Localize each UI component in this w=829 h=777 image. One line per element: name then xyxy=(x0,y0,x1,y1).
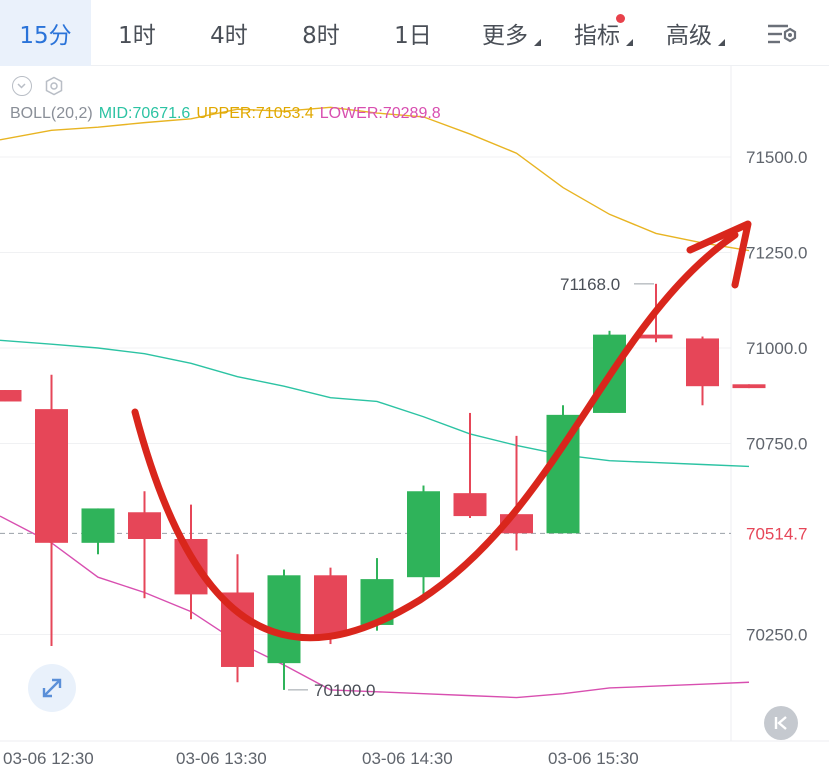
boll-upper-line xyxy=(0,106,750,252)
tab-more[interactable]: 更多 xyxy=(459,0,551,66)
candle-down xyxy=(128,512,161,539)
expand-icon[interactable] xyxy=(28,664,76,712)
boll-lower-line xyxy=(0,515,750,699)
candle-down xyxy=(314,575,347,637)
hexagon-settings-icon[interactable] xyxy=(44,76,64,96)
tab-label: 高级 xyxy=(666,23,712,49)
tab-1day[interactable]: 1日 xyxy=(367,0,459,66)
chart-area[interactable]: 71168.0 70100.0 71500.0 71250.0 71000.0 70750… xyxy=(0,66,829,777)
boll-upper: UPPER:71053.4 xyxy=(196,105,314,122)
tab-label: 1时 xyxy=(118,23,156,49)
candle-down xyxy=(732,384,766,389)
y-tick-label: 70750.0 xyxy=(746,435,807,454)
candle-down xyxy=(639,334,673,339)
tab-indicators[interactable]: 指标 xyxy=(551,0,643,66)
tab-1hour[interactable]: 1时 xyxy=(91,0,183,66)
candle-down xyxy=(453,493,487,517)
boll-indicator-legend: BOLL(20,2) MID:70671.6 UPPER:71053.4 LOWER:… xyxy=(10,105,447,123)
candle-up xyxy=(407,491,440,578)
tab-15min[interactable]: 15分 xyxy=(0,0,91,66)
caret-icon xyxy=(534,39,541,46)
timeframe-tabbar: 15分 1时 4时 8时 1日 更多 指标 高级 xyxy=(0,0,829,66)
candle-down xyxy=(686,338,719,387)
x-tick-label: 03-06 15:30 xyxy=(548,749,639,768)
candle-up xyxy=(81,508,115,543)
boll-mid-line xyxy=(0,339,750,468)
tab-4hour[interactable]: 4时 xyxy=(183,0,275,66)
y-tick-label: 71250.0 xyxy=(746,244,807,263)
chart-settings-icon[interactable] xyxy=(762,16,802,52)
candle-down xyxy=(0,390,22,402)
notification-dot xyxy=(616,14,625,23)
candle-up xyxy=(267,575,301,664)
caret-icon xyxy=(718,39,725,46)
collapse-left-icon[interactable] xyxy=(764,706,798,740)
tab-label: 4时 xyxy=(210,23,248,49)
candle-down xyxy=(35,409,68,543)
current-price-tag xyxy=(737,519,827,548)
x-tick-label: 03-06 12:30 xyxy=(3,749,94,768)
boll-name: BOLL(20,2) xyxy=(10,105,93,122)
annotation-arrow-curve xyxy=(131,231,739,642)
max-price-label: 71168.0 xyxy=(560,275,620,294)
min-price-label: 70100.0 xyxy=(314,681,375,700)
y-tick-label: 71000.0 xyxy=(746,339,807,358)
tab-label: 15分 xyxy=(19,23,72,49)
tab-8hour[interactable]: 8时 xyxy=(275,0,367,66)
candlestick-chart[interactable]: 71168.0 70100.0 71500.0 71250.0 71000.0 70750… xyxy=(0,66,829,777)
x-tick-label: 03-06 13:30 xyxy=(176,749,267,768)
tab-label: 8时 xyxy=(302,23,340,49)
current-price-label: 70514.7 xyxy=(746,524,807,543)
x-tick-label: 03-06 14:30 xyxy=(362,749,453,768)
y-tick-label: 70250.0 xyxy=(746,626,807,645)
caret-icon xyxy=(626,39,633,46)
chevron-down-circle-icon[interactable] xyxy=(12,76,32,96)
tab-label: 1日 xyxy=(394,23,432,49)
boll-lower: LOWER:70289.8 xyxy=(319,105,441,122)
boll-mid: MID:70671.6 xyxy=(98,105,191,122)
tab-label: 指标 xyxy=(574,23,620,49)
annotation-arrow-head xyxy=(686,220,752,289)
tab-label: 更多 xyxy=(482,23,528,49)
candle-down xyxy=(174,539,208,595)
tab-advanced[interactable]: 高级 xyxy=(643,0,735,66)
y-tick-label: 71500.0 xyxy=(746,148,807,167)
